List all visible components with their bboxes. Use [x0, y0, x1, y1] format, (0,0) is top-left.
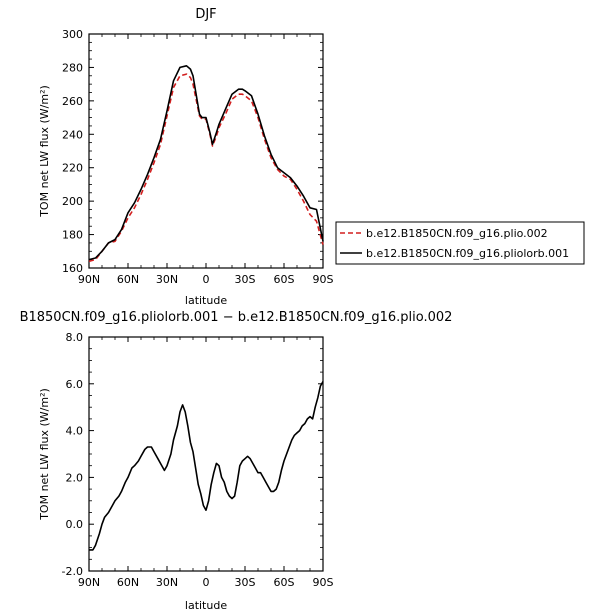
bottom-chart-difference: B1850CN.f09_g16.pliolorb.001 − b.e12.B18… — [20, 310, 453, 612]
bottom-x-tick-label: 60S — [274, 576, 295, 589]
top-y-tick-label: 220 — [62, 162, 83, 175]
bottom-chart-y-axis-label: TOM net LW flux (W/m²) — [38, 388, 51, 521]
top-plot-frame — [88, 33, 324, 269]
top-series-line-0 — [88, 73, 324, 263]
top-y-tick-label: 240 — [62, 128, 83, 141]
top-y-tick-label: 260 — [62, 95, 83, 108]
legend-label-plio: b.e12.B1850CN.f09_g16.plio.002 — [366, 227, 548, 240]
bottom-x-tick-label: 0 — [203, 576, 210, 589]
bottom-plot-frame — [88, 336, 324, 572]
top-x-tick-label: 60N — [117, 273, 139, 286]
top-x-tick-label: 90N — [78, 273, 100, 286]
bottom-y-tick-label: 0.0 — [66, 518, 84, 531]
top-series-line-1 — [88, 65, 324, 261]
top-x-tick-label: 30N — [156, 273, 178, 286]
bottom-chart-title: B1850CN.f09_g16.pliolorb.001 − b.e12.B18… — [20, 310, 453, 325]
bottom-x-tick-label: 60N — [117, 576, 139, 589]
top-chart-x-axis-label: latitude — [185, 294, 227, 307]
bottom-y-tick-label: -2.0 — [62, 565, 83, 578]
bottom-x-tick-label: 90S — [313, 576, 334, 589]
bottom-y-tick-label: 6.0 — [66, 378, 84, 391]
top-x-tick-label: 90S — [313, 273, 334, 286]
top-chart-title: DJF — [195, 7, 216, 22]
bottom-x-tick-label: 30S — [235, 576, 256, 589]
bottom-chart-plot-area: -2.0 0.0 2.0 4.0 6.0 8.0 90N 60N 30N 0 30S 60S 90S — [62, 331, 334, 589]
top-y-tick-label: 200 — [62, 195, 83, 208]
top-chart-dj-flux: DJF latitude TOM net LW flux (W/m²) 1601… — [38, 7, 585, 307]
top-y-tick-label: 180 — [62, 229, 83, 242]
bottom-y-tick-label: 8.0 — [66, 331, 84, 344]
chart-legend: b.e12.B1850CN.f09_g16.plio.002 b.e12.B18… — [335, 221, 585, 265]
top-x-tick-label: 0 — [203, 273, 210, 286]
top-chart-y-axis-label: TOM net LW flux (W/m²) — [38, 85, 51, 218]
bottom-y-tick-label: 4.0 — [66, 425, 84, 438]
top-x-tick-label: 60S — [274, 273, 295, 286]
bottom-x-tick-label: 90N — [78, 576, 100, 589]
bottom-y-tick-label: 2.0 — [66, 471, 84, 484]
bottom-series-line-0 — [89, 381, 324, 551]
legend-box — [335, 221, 585, 265]
bottom-chart-x-axis-label: latitude — [185, 599, 227, 612]
top-y-tick-label: 300 — [62, 28, 83, 41]
legend-label-pliolorb: b.e12.B1850CN.f09_g16.pliolorb.001 — [366, 247, 569, 260]
top-chart-plot-area: 160 180 200 220 240 260 280 300 90N 60N 30N 0 30S 60S… — [62, 28, 334, 286]
top-y-tick-label: 280 — [62, 61, 83, 74]
top-y-tick-label: 160 — [62, 262, 83, 275]
top-x-tick-label: 30S — [235, 273, 256, 286]
bottom-x-tick-label: 30N — [156, 576, 178, 589]
